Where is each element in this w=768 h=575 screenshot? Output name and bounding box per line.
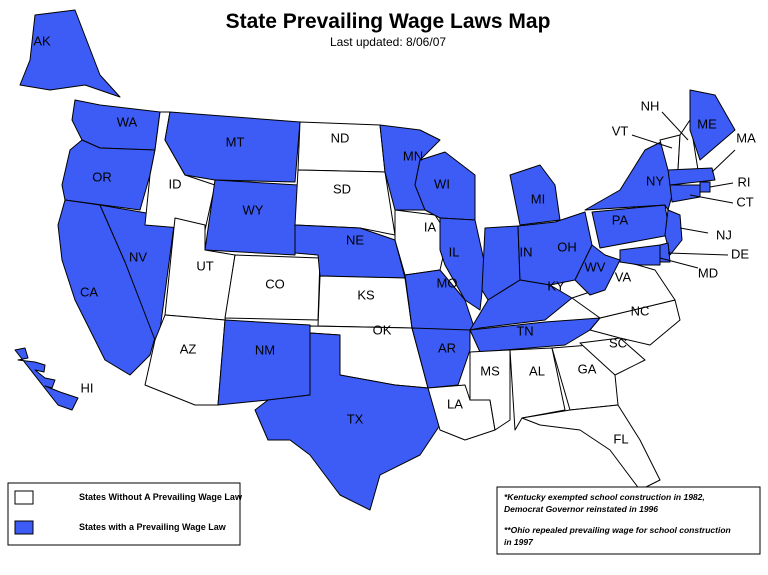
state-label: CO	[265, 276, 285, 291]
leader	[709, 182, 734, 188]
state-label: RI	[738, 174, 751, 189]
state	[294, 169, 396, 236]
state	[579, 337, 646, 376]
state-label: NM	[255, 342, 275, 357]
legend-label: States with a Prevailing Wage Law	[79, 522, 227, 532]
state-label: NV	[129, 249, 147, 264]
state-label: NE	[346, 232, 364, 247]
state-label: GA	[578, 361, 597, 376]
state-label: WY	[243, 202, 264, 217]
state-label: HI	[81, 380, 94, 395]
legend-swatch	[14, 490, 34, 505]
state-label: WI	[434, 176, 450, 191]
legend-box	[7, 482, 241, 546]
leader	[667, 252, 729, 256]
state-label: ME	[697, 116, 717, 131]
state-label: AR	[438, 340, 456, 355]
state-label: KS	[357, 287, 375, 302]
state	[439, 217, 486, 311]
state-label: CA	[80, 284, 98, 299]
leader	[679, 227, 709, 234]
state-label: CT	[736, 194, 753, 209]
state-label: NC	[631, 303, 650, 318]
state	[204, 179, 299, 256]
state-label: TX	[347, 411, 364, 426]
note: Democrat Governor reinstated in 1996	[504, 504, 658, 514]
state-label: KY	[547, 278, 565, 293]
state	[699, 181, 711, 193]
state-label: OK	[373, 322, 392, 337]
state	[254, 332, 441, 511]
state-label: MT	[226, 134, 245, 149]
leader	[711, 149, 736, 173]
notes-box	[496, 486, 761, 555]
state-label: TN	[516, 323, 533, 338]
state	[61, 139, 156, 211]
state	[664, 209, 683, 256]
leader	[661, 111, 689, 141]
note: in 1997	[504, 537, 534, 547]
states: AK WA OR CA NV ID MT WY UT AZ CO NM ND SD NE KS OK TX MN IA…	[14, 9, 756, 511]
state-label: OR	[92, 169, 112, 184]
state	[591, 204, 671, 249]
note: *Kentucky exempted school construction i…	[504, 492, 705, 502]
leader	[689, 194, 734, 204]
state-label: PA	[612, 212, 629, 227]
leader	[659, 257, 699, 269]
state-label: VT	[612, 123, 629, 138]
state	[217, 319, 311, 406]
state-label: NY	[646, 173, 664, 188]
state-label: MN	[403, 148, 423, 163]
state-label: ID	[169, 176, 182, 191]
state	[669, 184, 701, 203]
state-label: NH	[641, 98, 660, 113]
legend-swatch	[14, 520, 34, 535]
state	[14, 347, 79, 411]
state	[667, 167, 716, 186]
state	[521, 404, 661, 491]
state-label: ND	[331, 130, 350, 145]
leader	[631, 134, 673, 149]
state-label: WA	[117, 114, 138, 129]
state-label: NJ	[716, 227, 732, 242]
state-label: MI	[531, 191, 545, 206]
state	[689, 89, 736, 161]
title: State Prevailing Wage Laws Map	[226, 10, 551, 33]
note: **Ohio repealed prevailing wage for scho…	[504, 525, 731, 535]
state-label: FL	[613, 431, 628, 446]
state-label: LA	[447, 396, 463, 411]
state-label: IA	[424, 219, 437, 234]
state-label: IL	[449, 244, 460, 259]
state-label: AK	[33, 33, 51, 48]
state-label: MO	[437, 275, 458, 290]
state-label: MS	[480, 363, 500, 378]
state-label: AZ	[180, 341, 197, 356]
state-label: WV	[585, 259, 606, 274]
state	[469, 349, 511, 431]
state-label: IN	[520, 244, 533, 259]
state	[19, 9, 121, 98]
state	[619, 244, 661, 266]
state-label: UT	[196, 258, 213, 273]
state-label: DE	[731, 246, 749, 261]
legend-label: States Without A Prevailing Wage Law	[79, 492, 243, 502]
state-label: VA	[615, 269, 632, 284]
state-label: OH	[557, 239, 577, 254]
state-label: SC	[609, 335, 627, 350]
subtitle: Last updated: 8/06/07	[330, 35, 446, 49]
state-label: MA	[736, 130, 756, 145]
state	[411, 327, 471, 389]
state-label: MD	[698, 265, 718, 280]
state	[469, 279, 573, 331]
state-label: SD	[333, 181, 351, 196]
leader-lines	[631, 111, 736, 269]
state-label: AL	[529, 363, 545, 378]
